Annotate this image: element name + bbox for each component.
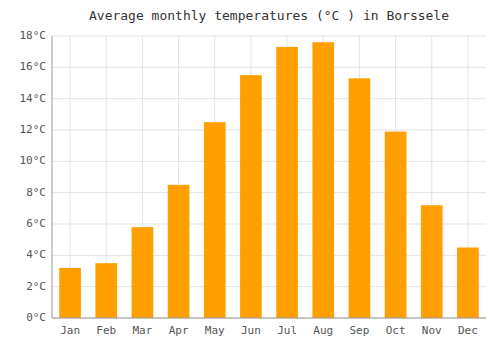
bar: [457, 248, 479, 319]
bar: [385, 132, 407, 318]
bar: [240, 75, 262, 318]
grid-line-y: [52, 36, 486, 37]
bar: [95, 263, 117, 318]
x-tick-label: Jan: [60, 324, 80, 337]
y-tick-label: 14°C: [20, 92, 47, 105]
grid-line-y: [52, 318, 486, 319]
y-tick-label: 8°C: [26, 186, 46, 199]
x-tick-label: Dec: [458, 324, 478, 337]
grid-line-y: [52, 98, 486, 99]
grid-line-y: [52, 192, 486, 193]
x-tick-label: Jul: [277, 324, 297, 337]
bar: [204, 122, 226, 318]
x-tick-label: Nov: [422, 324, 442, 337]
x-tick-label: Aug: [313, 324, 333, 337]
grid-line-y: [52, 67, 486, 68]
bar: [276, 47, 298, 318]
bar: [59, 268, 81, 318]
axes: 0°C 2°C 4°C 6°C 8°C 10°C 12°C 14°C 16°C 18°C Jan Fe…: [20, 29, 487, 337]
x-tick-label: Jun: [241, 324, 261, 337]
bar: [168, 185, 190, 318]
x-tick-label: Feb: [96, 324, 116, 337]
grid-line-y: [52, 130, 486, 131]
y-tick-label: 6°C: [26, 217, 46, 230]
y-tick-label: 12°C: [20, 123, 47, 136]
y-tick-label: 2°C: [26, 280, 46, 293]
x-tick-label: Apr: [169, 324, 189, 337]
title: Average monthly temperatures (°C ) in Bo…: [89, 8, 449, 23]
y-tick-label: 4°C: [26, 248, 46, 261]
bar: [132, 227, 154, 318]
y-tick-label: 0°C: [26, 311, 46, 324]
y-tick-label: 10°C: [20, 154, 47, 167]
x-tick-label: Mar: [132, 324, 152, 337]
y-axis-line: [52, 36, 53, 318]
bars: [59, 42, 479, 318]
y-tick-label: 18°C: [20, 29, 47, 42]
grid: [52, 36, 486, 318]
x-tick-label: Sep: [349, 324, 369, 337]
bar: [312, 42, 334, 318]
bar: [421, 205, 443, 318]
bar: [349, 78, 371, 318]
x-axis-line: [52, 318, 486, 319]
x-tick-label: May: [205, 324, 225, 337]
y-tick-label: 16°C: [20, 60, 47, 73]
x-tick-label: Oct: [386, 324, 406, 337]
chart: 0°C 2°C 4°C 6°C 8°C 10°C 12°C 14°C 16°C 18°C Jan Fe…: [0, 0, 500, 350]
grid-line-y: [52, 161, 486, 162]
